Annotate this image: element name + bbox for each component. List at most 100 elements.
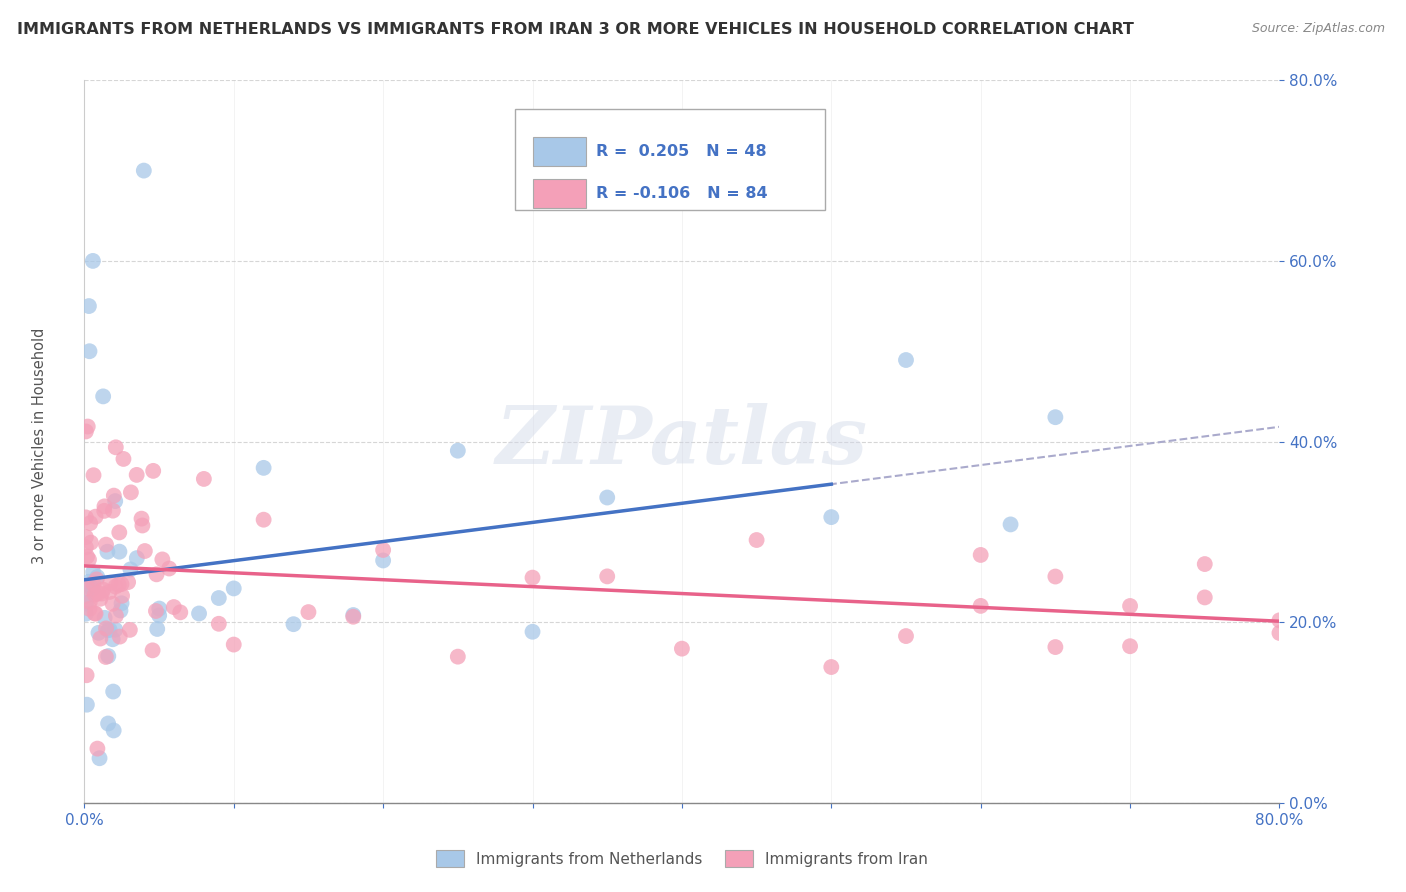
Point [87, 625, 110, 640]
Point [163, 600, 186, 615]
Point [97, 623, 120, 637]
Point [118, 623, 141, 637]
Point [79, 595, 101, 609]
Point [970, 599, 993, 613]
Point [283, 617, 305, 632]
Point [120, 485, 142, 500]
Point [970, 548, 993, 562]
Point [97, 716, 120, 731]
Legend: Immigrants from Netherlands, Immigrants from Iran: Immigrants from Netherlands, Immigrants … [436, 850, 928, 867]
Point [1119, 639, 1142, 653]
Point [188, 607, 211, 621]
Point [94, 621, 117, 635]
Point [148, 608, 170, 623]
Point [253, 461, 276, 475]
Point [117, 575, 139, 590]
Point [89, 632, 111, 646]
Point [91, 389, 114, 403]
Point [98, 623, 121, 637]
Point [120, 562, 142, 576]
Point [522, 571, 544, 585]
Text: R =  0.205   N = 48: R = 0.205 N = 48 [596, 144, 766, 159]
Point [82, 576, 104, 591]
Point [108, 544, 131, 558]
Point [125, 467, 148, 482]
Text: ZIPatlas: ZIPatlas [496, 403, 868, 480]
Point [76, 668, 98, 682]
Point [111, 589, 134, 603]
Point [79, 602, 101, 616]
Point [131, 511, 153, 525]
Point [820, 510, 842, 524]
Point [104, 440, 127, 454]
Point [1045, 569, 1067, 583]
Point [671, 641, 693, 656]
Point [75, 510, 97, 524]
Point [103, 723, 125, 738]
Point [132, 163, 155, 178]
Point [75, 607, 97, 621]
Point [342, 609, 364, 624]
Point [820, 660, 842, 674]
Point [101, 503, 124, 517]
Point [75, 541, 97, 555]
Point [89, 591, 111, 606]
Point [93, 504, 115, 518]
Point [108, 525, 131, 540]
Point [150, 552, 173, 566]
FancyBboxPatch shape [533, 179, 586, 208]
Point [146, 622, 169, 636]
Point [110, 603, 132, 617]
Point [131, 518, 153, 533]
Point [96, 545, 118, 559]
Point [373, 553, 395, 567]
Point [894, 353, 917, 368]
Point [93, 611, 115, 625]
Point [82, 582, 104, 596]
Point [103, 489, 125, 503]
Point [94, 650, 117, 665]
Point [93, 500, 115, 514]
Point [145, 604, 167, 618]
Point [1268, 626, 1291, 640]
Point [104, 623, 127, 637]
Point [76, 582, 98, 596]
Point [77, 552, 100, 566]
Point [98, 585, 121, 599]
Point [101, 684, 124, 698]
Point [79, 516, 101, 531]
Point [1194, 557, 1216, 571]
Point [101, 597, 124, 611]
Point [90, 586, 112, 600]
Point [745, 533, 768, 547]
Point [148, 601, 170, 615]
Point [342, 608, 364, 623]
Point [222, 638, 245, 652]
Point [145, 567, 167, 582]
Point [107, 578, 129, 592]
Point [1119, 599, 1142, 613]
Point [89, 751, 111, 765]
Point [1000, 517, 1022, 532]
Text: IMMIGRANTS FROM NETHERLANDS VS IMMIGRANTS FROM IRAN 3 OR MORE VEHICLES IN HOUSEH: IMMIGRANTS FROM NETHERLANDS VS IMMIGRANT… [17, 22, 1133, 37]
Point [87, 586, 110, 600]
Text: 3 or more Vehicles in Household: 3 or more Vehicles in Household [32, 328, 46, 564]
Point [253, 513, 276, 527]
Point [86, 573, 108, 587]
Point [157, 561, 180, 575]
Point [169, 605, 191, 619]
Point [76, 419, 98, 434]
Point [104, 580, 127, 594]
FancyBboxPatch shape [533, 136, 586, 166]
Point [596, 569, 619, 583]
Point [447, 649, 470, 664]
Point [522, 624, 544, 639]
Point [193, 472, 215, 486]
Point [101, 632, 124, 647]
Point [1045, 640, 1067, 654]
Point [97, 648, 120, 663]
Point [77, 574, 100, 589]
Point [77, 299, 100, 313]
Point [83, 588, 105, 602]
Point [142, 643, 165, 657]
